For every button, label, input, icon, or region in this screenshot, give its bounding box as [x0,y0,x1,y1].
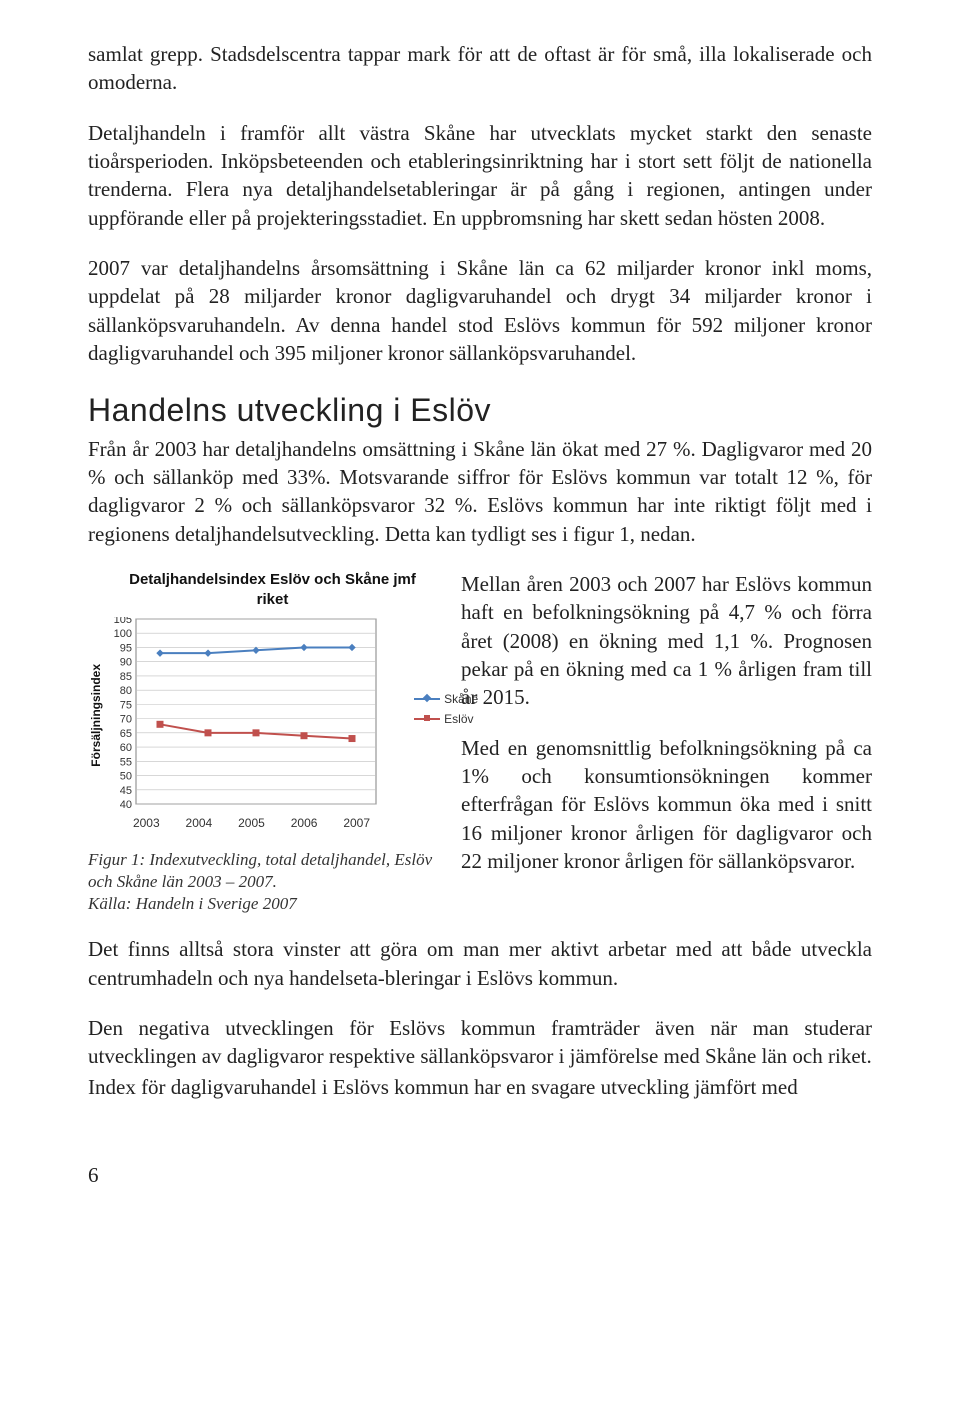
svg-text:45: 45 [120,784,132,796]
section-paragraph-1: Från år 2003 har detaljhandelns omsättni… [88,435,872,548]
section-heading: Handelns utveckling i Eslöv [88,389,872,432]
chart-ylabel: Försäljningsindex [88,664,104,767]
line-chart: 40 45 50 55 60 65 70 75 80 85 90 95 100 105 [108,617,426,808]
chart-x-label: 2007 [343,815,370,831]
chart-x-categories: 2003 2004 2005 2006 2007 [120,815,383,831]
intro-paragraph-1: samlat grepp. Stadsdelscentra tappar mar… [88,40,872,97]
caption-line-2: Källa: Handeln i Sverige 2007 [88,894,297,913]
svg-text:80: 80 [120,685,132,697]
svg-text:40: 40 [120,799,132,808]
svg-text:50: 50 [120,770,132,782]
svg-text:105: 105 [114,617,132,626]
legend-item: Eslöv [414,711,478,727]
svg-text:65: 65 [120,727,132,739]
side-text-column: Mellan åren 2003 och 2007 har Eslövs kom… [461,570,872,915]
chart-legend: Skåne Eslöv [414,687,478,731]
page-number: 6 [88,1161,872,1189]
chart-area: 404550556065707580859095100105 SkåneEslö… [108,617,426,815]
figure-caption: Figur 1: Indexutveckling, total detaljha… [88,849,433,915]
closing-paragraph-2: Den negativa utvecklingen för Eslövs kom… [88,1014,872,1071]
chart-x-label: 2004 [186,815,213,831]
closing-paragraph-3: Index för dagligvaruhandel i Eslövs komm… [88,1073,872,1101]
side-paragraph-2: Med en genomsnittlig befolkningsökning p… [461,734,872,876]
chart-x-label: 2006 [291,815,318,831]
caption-line-1: Figur 1: Indexutveckling, total detaljha… [88,850,432,891]
figure-column: Detaljhandelsindex Eslöv och Skåne jmf r… [88,570,433,915]
legend-item: Skåne [414,691,478,707]
legend-label: Eslöv [444,711,473,727]
svg-text:55: 55 [120,756,132,768]
side-paragraph-1: Mellan åren 2003 och 2007 har Eslövs kom… [461,570,872,712]
legend-label: Skåne [444,691,478,707]
svg-text:70: 70 [120,713,132,725]
chart-x-label: 2005 [238,815,265,831]
svg-text:95: 95 [120,642,132,654]
figure-text-row: Detaljhandelsindex Eslöv och Skåne jmf r… [88,570,872,915]
svg-text:100: 100 [114,628,132,640]
chart-x-label: 2003 [133,815,160,831]
svg-text:60: 60 [120,742,132,754]
intro-paragraph-3: 2007 var detaljhandelns årsomsättning i … [88,254,872,367]
svg-text:75: 75 [120,699,132,711]
intro-paragraph-2: Detaljhandeln i framför allt västra Skån… [88,119,872,232]
chart-title: Detaljhandelsindex Eslöv och Skåne jmf r… [112,570,433,611]
closing-paragraph-1: Det finns alltså stora vinster att göra … [88,935,872,992]
svg-text:90: 90 [120,656,132,668]
svg-text:85: 85 [120,670,132,682]
